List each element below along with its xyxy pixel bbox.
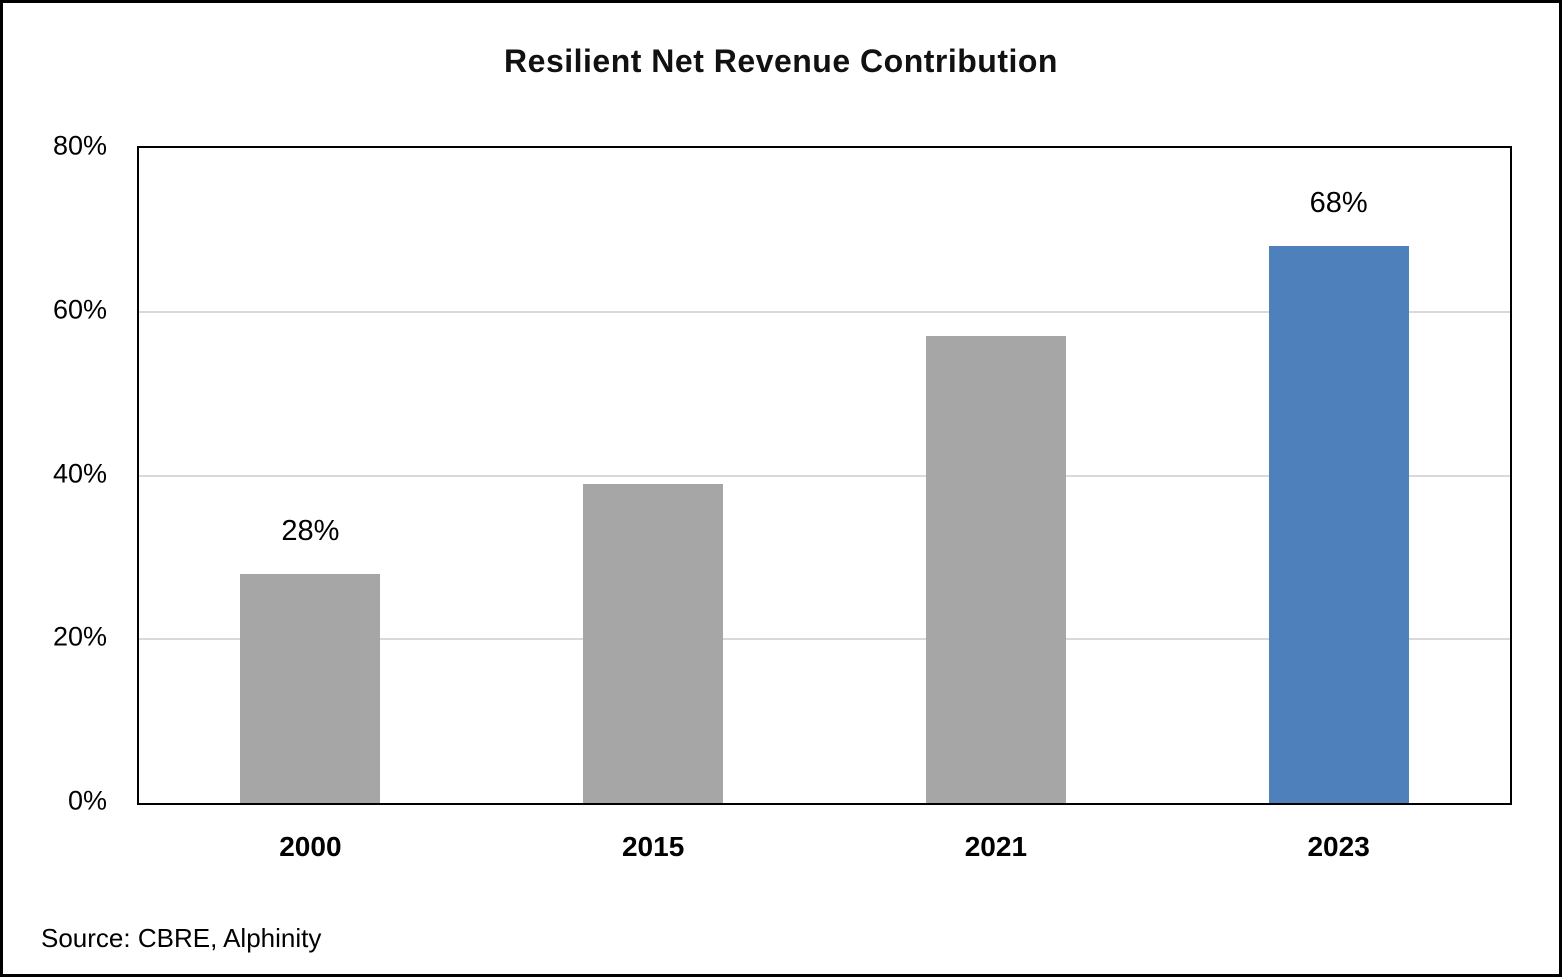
x-tick-label-2021: 2021 (964, 831, 1028, 862)
bar-2023 (1268, 246, 1409, 803)
bar-2021 (925, 336, 1066, 803)
y-tick-label-80%: 80% (52, 130, 107, 161)
x-tick-label-2015: 2015 (621, 831, 685, 862)
bar-2000 (240, 573, 381, 803)
gridline-60% (139, 310, 1510, 313)
y-tick-label-20%: 20% (52, 621, 107, 652)
y-tick-label-40%: 40% (52, 458, 107, 488)
plot-area: 28% 68% (137, 146, 1512, 805)
y-tick-label-0%: 0% (67, 785, 107, 816)
x-tick-label-2023: 2023 (1307, 831, 1370, 862)
x-axis: 2000 2015 2021 2023 (3, 831, 1559, 871)
gridline-20% (139, 638, 1510, 641)
bar-value-label-2023: 68% (1309, 187, 1368, 220)
source-note: Source: CBRE, Alphinity (41, 923, 322, 953)
gridline-40% (139, 474, 1510, 477)
bar-value-label-2000: 28% (281, 514, 340, 547)
x-tick-label-2000: 2000 (279, 831, 342, 862)
y-axis: 0% 20% 40% 60% 80% (3, 131, 107, 816)
chart-title: Resilient Net Revenue Contribution (504, 43, 1058, 79)
bar-2015 (583, 483, 724, 803)
y-tick-label-60%: 60% (52, 294, 107, 325)
